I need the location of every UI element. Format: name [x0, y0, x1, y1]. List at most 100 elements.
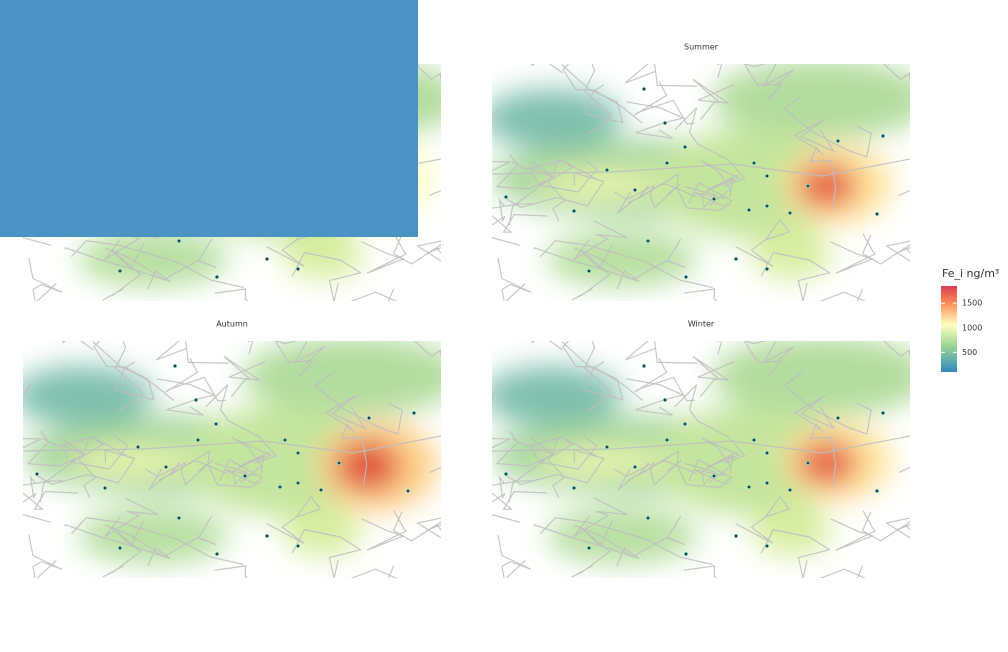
station: [214, 551, 220, 557]
station: [641, 363, 647, 369]
road: [539, 240, 713, 289]
station: [405, 488, 411, 494]
road: [674, 384, 746, 464]
road: [361, 510, 408, 551]
road: [562, 341, 643, 401]
road: [492, 161, 511, 172]
road: [700, 437, 741, 484]
road: [573, 220, 628, 261]
station: [571, 208, 577, 214]
station: [664, 437, 670, 443]
station: [683, 551, 689, 557]
station: [163, 464, 169, 470]
legend-title: Fe_i ng/m³: [942, 267, 999, 280]
station: [295, 450, 301, 456]
road: [674, 107, 746, 187]
station: [336, 460, 342, 466]
station: [586, 268, 592, 274]
road: [492, 203, 548, 233]
station: [193, 397, 199, 403]
heat-blob: [283, 506, 363, 556]
road: [23, 435, 441, 454]
station: [641, 86, 647, 92]
road: [77, 436, 127, 499]
road: [898, 466, 910, 474]
station: [733, 533, 739, 539]
road: [692, 79, 735, 121]
station: [645, 515, 651, 521]
road: [495, 430, 555, 467]
road: [760, 528, 832, 578]
road: [638, 450, 732, 489]
road: [511, 436, 563, 456]
road: [104, 238, 217, 281]
road: [495, 153, 555, 190]
map-panel: [23, 341, 441, 578]
road: [104, 220, 159, 261]
road: [28, 534, 63, 578]
station: [571, 485, 577, 491]
station: [176, 238, 182, 244]
station: [664, 160, 670, 166]
road: [571, 243, 614, 301]
road: [634, 81, 695, 125]
station: [295, 543, 301, 549]
station: [880, 410, 886, 416]
station: [172, 363, 178, 369]
road: [266, 495, 322, 544]
road: [291, 528, 363, 578]
legend-tick-label: 500: [962, 348, 977, 357]
road: [614, 460, 682, 486]
road: [573, 497, 628, 538]
road: [716, 64, 783, 101]
road: [683, 565, 718, 578]
road: [492, 198, 521, 246]
station: [135, 444, 141, 450]
road: [104, 515, 217, 558]
road: [571, 520, 614, 578]
road: [492, 158, 910, 177]
road: [684, 454, 734, 486]
road: [830, 233, 877, 274]
road: [248, 341, 325, 365]
road: [614, 183, 682, 209]
road: [145, 460, 213, 486]
station: [34, 471, 40, 477]
station: [295, 480, 301, 486]
heat-blob: [492, 89, 622, 149]
station: [214, 274, 220, 280]
road: [653, 341, 698, 364]
road: [684, 177, 734, 209]
station: [318, 487, 324, 493]
road: [700, 160, 741, 207]
road: [291, 251, 363, 301]
road: [497, 534, 532, 578]
road: [819, 288, 867, 301]
road: [562, 64, 643, 124]
road: [350, 565, 398, 578]
heat-blob: [243, 341, 441, 416]
station: [176, 515, 182, 521]
road: [23, 480, 79, 510]
heat-blob: [78, 508, 228, 564]
heat-blob: [547, 508, 697, 564]
station: [764, 543, 770, 549]
road: [165, 358, 226, 402]
road: [583, 64, 613, 135]
road: [688, 458, 733, 485]
road: [219, 458, 264, 485]
road: [314, 371, 403, 435]
road: [62, 341, 94, 351]
station: [787, 487, 793, 493]
road: [492, 438, 511, 449]
heat-blob: [752, 506, 832, 556]
station: [604, 444, 610, 450]
road: [492, 480, 548, 510]
road: [638, 173, 732, 212]
heat-blob: [492, 366, 622, 426]
road: [102, 243, 145, 301]
station: [411, 410, 417, 416]
road: [783, 94, 872, 158]
station: [805, 183, 811, 189]
